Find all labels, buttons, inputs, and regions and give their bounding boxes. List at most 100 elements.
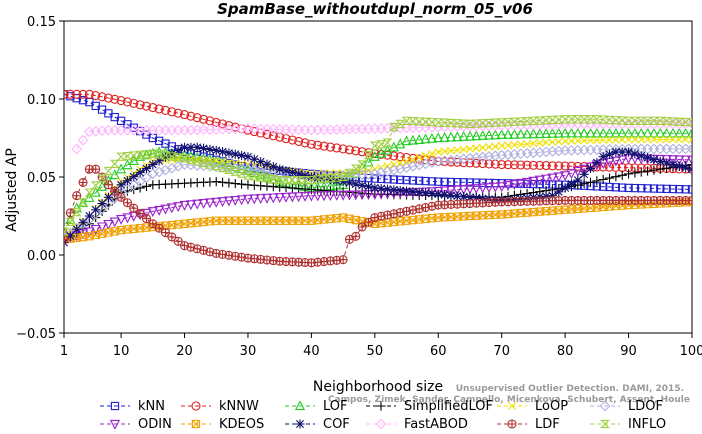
data-point xyxy=(172,161,184,172)
data-point xyxy=(440,177,449,186)
data-point xyxy=(560,161,570,171)
data-point xyxy=(338,255,348,265)
data-point xyxy=(547,115,558,125)
x-tick-label: 20 xyxy=(176,344,193,359)
data-point xyxy=(166,162,178,174)
data-point xyxy=(610,116,621,125)
data-point xyxy=(122,176,133,186)
data-point xyxy=(357,190,368,201)
data-point xyxy=(103,93,113,103)
data-point xyxy=(580,136,589,145)
data-point xyxy=(173,202,184,213)
data-point xyxy=(642,127,653,138)
data-point xyxy=(65,89,75,99)
data-point xyxy=(351,231,361,241)
data-point xyxy=(217,197,228,208)
data-point xyxy=(446,190,456,201)
data-point xyxy=(129,98,139,108)
data-point xyxy=(84,188,95,197)
data-point xyxy=(426,157,438,169)
legend-item-simplifiedlof: SimplifiedLOF xyxy=(366,399,493,414)
data-point xyxy=(667,127,679,138)
data-point xyxy=(471,184,482,195)
data-point xyxy=(268,175,279,184)
data-point xyxy=(667,155,679,166)
data-point xyxy=(686,127,692,138)
data-point xyxy=(293,175,304,185)
data-point xyxy=(389,160,398,169)
data-point xyxy=(218,119,228,129)
data-point xyxy=(421,176,430,186)
data-point xyxy=(504,141,513,150)
data-point xyxy=(637,184,646,193)
data-point xyxy=(300,170,310,181)
data-point xyxy=(154,223,164,233)
data-point xyxy=(484,159,494,169)
data-point xyxy=(230,178,240,189)
data-point xyxy=(351,179,361,189)
data-point xyxy=(623,127,634,138)
data-point xyxy=(668,135,677,144)
data-point xyxy=(687,195,692,205)
x-axis-label: Neighborhood size xyxy=(313,379,443,395)
data-point xyxy=(135,208,145,218)
data-point xyxy=(554,161,564,171)
data-point xyxy=(84,89,94,99)
data-point xyxy=(338,177,348,187)
data-point xyxy=(687,185,692,194)
data-point xyxy=(687,164,692,174)
data-point xyxy=(675,185,684,194)
data-point xyxy=(535,160,545,171)
data-point xyxy=(624,183,633,193)
data-point xyxy=(509,180,520,190)
legend-marker xyxy=(508,402,516,410)
data-point xyxy=(230,167,241,176)
data-point xyxy=(566,127,577,138)
data-point xyxy=(516,140,525,149)
data-point xyxy=(287,135,297,145)
data-point xyxy=(687,118,692,127)
series-line xyxy=(64,118,692,232)
data-point xyxy=(427,156,437,166)
data-point xyxy=(674,161,684,171)
data-point xyxy=(541,161,551,171)
data-point xyxy=(623,116,634,125)
data-point xyxy=(674,117,685,126)
data-point xyxy=(515,117,526,126)
data-point xyxy=(78,96,88,105)
data-point xyxy=(205,144,215,155)
data-point xyxy=(167,232,177,242)
data-point xyxy=(103,192,114,202)
data-point xyxy=(452,191,462,201)
data-point xyxy=(351,146,361,156)
data-point xyxy=(281,166,291,176)
data-point xyxy=(325,174,336,183)
data-point xyxy=(420,133,431,144)
data-point xyxy=(377,174,386,184)
data-point xyxy=(547,161,557,171)
data-point xyxy=(623,147,634,157)
data-point xyxy=(350,190,361,201)
data-point xyxy=(268,193,279,204)
data-point xyxy=(458,185,469,195)
data-point xyxy=(472,178,481,187)
data-point xyxy=(541,191,551,201)
data-point xyxy=(510,140,519,149)
data-point xyxy=(414,134,425,145)
data-point xyxy=(465,144,474,153)
legend-label: LoOP xyxy=(535,399,568,414)
data-point xyxy=(617,147,627,157)
data-point xyxy=(497,141,506,150)
data-point xyxy=(141,163,152,174)
data-point xyxy=(122,198,132,208)
data-point xyxy=(287,192,298,203)
data-point xyxy=(135,183,145,193)
data-point xyxy=(357,222,367,232)
series-line xyxy=(64,132,692,232)
data-point xyxy=(521,128,533,139)
data-point xyxy=(179,154,190,163)
data-point xyxy=(274,175,285,185)
data-point xyxy=(110,94,120,104)
